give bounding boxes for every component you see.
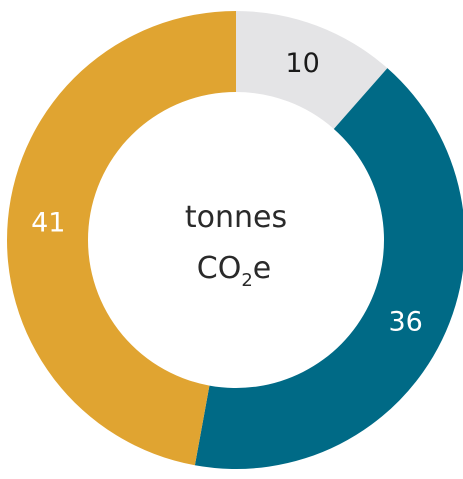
center-label-co: CO [197,251,242,286]
slice-label-41: 41 [31,208,65,239]
center-label-line1: tonnes [185,200,287,235]
slice-36 [194,68,463,469]
slice-label-10: 10 [285,48,319,79]
slices-group [7,11,463,469]
slice-label-36: 36 [388,307,422,338]
value-labels-group: 10 36 41 [31,48,423,338]
center-label-suffix: e [253,251,271,286]
slice-41 [7,11,237,466]
slice-10 [236,11,388,129]
center-label: tonnes CO2e [185,200,287,291]
center-label-subscript: 2 [241,270,252,291]
center-label-line2: CO2e [197,251,271,291]
